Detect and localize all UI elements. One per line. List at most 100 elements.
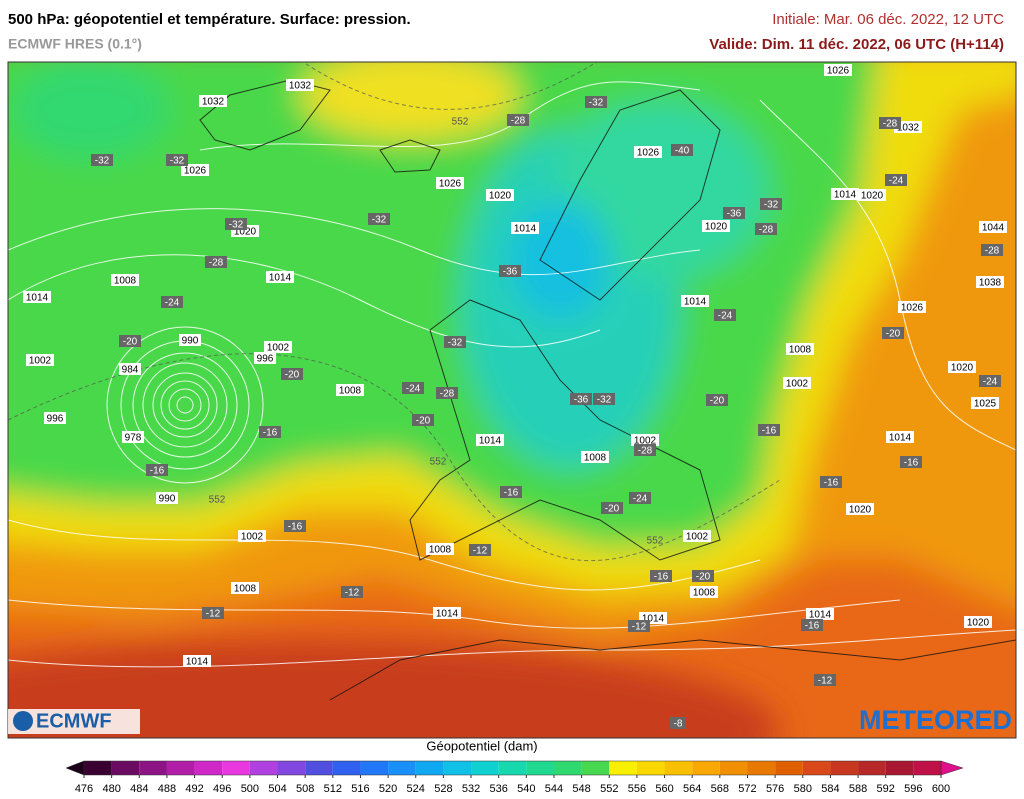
pressure-label-box — [681, 295, 709, 307]
temperature-label-box — [801, 619, 823, 631]
pressure-label: 1008 — [789, 345, 812, 356]
colorbar-bin — [360, 761, 389, 775]
pressure-label-box — [254, 352, 276, 364]
logo-text: ECMWF — [36, 710, 112, 732]
pressure-label-box — [979, 221, 1007, 233]
temperature-label-box — [628, 620, 650, 632]
temperature-label: -40 — [675, 146, 690, 157]
temperature-label-box — [601, 502, 623, 514]
pressure-label: 1044 — [982, 223, 1005, 234]
pressure-label: 1038 — [979, 278, 1002, 289]
temperature-label: -20 — [605, 504, 620, 515]
temperature-label-box — [671, 144, 693, 156]
colorbar-label: Géopotentiel (dam) — [426, 738, 537, 753]
pressure-label: 1002 — [267, 343, 290, 354]
pressure-label-box — [631, 434, 659, 446]
temperature-label: -16 — [762, 426, 777, 437]
colorbar-tick-label: 508 — [296, 783, 314, 795]
pressure-label-box — [433, 607, 461, 619]
temperature-label-box — [259, 426, 281, 438]
temperature-label: -16 — [824, 478, 839, 489]
pressure-label: 1014 — [26, 293, 49, 304]
pressure-label-box — [119, 363, 141, 375]
colorbar-tick-label: 580 — [794, 783, 812, 795]
pressure-label: 990 — [159, 494, 176, 505]
colorbar-bin — [885, 761, 914, 775]
colorbar-tick-label: 564 — [683, 783, 701, 795]
colorbar-tick-label: 528 — [434, 783, 452, 795]
pressure-label: 1014 — [186, 657, 209, 668]
temperature-label: -20 — [886, 329, 901, 340]
ecmwf-logo: ECMWF — [8, 709, 140, 734]
pressure-label: 1032 — [202, 97, 225, 108]
pressure-label-box — [886, 431, 914, 443]
pressure-label-box — [436, 177, 464, 189]
pressure-label: 1020 — [861, 191, 884, 202]
pressure-label: 1026 — [637, 148, 660, 159]
temperature-label: -28 — [985, 246, 1000, 257]
colorbar-over — [940, 760, 964, 776]
colorbar-bin — [139, 761, 167, 775]
pressure-label-box — [976, 276, 1004, 288]
temperature-label-box — [205, 256, 227, 268]
pressure-label: 990 — [182, 336, 199, 347]
pressure-label-box — [238, 530, 266, 542]
temperature-label-box — [225, 218, 247, 230]
pressure-label-box — [286, 79, 314, 91]
temperature-label: -16 — [654, 572, 669, 583]
colorbar-bin — [664, 761, 693, 775]
colorbar-bin — [332, 761, 361, 775]
temperature-label: -36 — [574, 395, 589, 406]
temperature-label-box — [507, 114, 529, 126]
meteored-logo: METEORED — [859, 705, 1012, 735]
temperature-label: -32 — [589, 98, 604, 109]
pressure-label-box — [971, 397, 999, 409]
temperature-label-box — [585, 96, 607, 108]
pressure-label-box — [846, 503, 874, 515]
pressure-label: 1026 — [184, 166, 207, 177]
pressure-label: 996 — [257, 354, 274, 365]
contour-label: 552 — [209, 495, 226, 506]
contour-label: 552 — [647, 536, 664, 547]
pressure-label: 996 — [47, 414, 64, 425]
temperature-label: -24 — [406, 384, 421, 395]
pressure-label-box — [111, 274, 139, 286]
title: 500 hPa: géopotentiel et température. Su… — [8, 11, 411, 28]
pressure-label-box — [824, 64, 852, 76]
pressure-label-box — [336, 384, 364, 396]
colorbar-bin — [609, 761, 637, 775]
temperature-label-box — [650, 570, 672, 582]
colorbar-tick-label: 592 — [877, 783, 895, 795]
pressure-label-box — [231, 582, 259, 594]
colorbar-tick-label: 488 — [158, 783, 176, 795]
contour-label: 552 — [430, 457, 447, 468]
temperature-label-box — [706, 394, 728, 406]
temperature-label: -8 — [674, 719, 683, 730]
temperature-label-box — [570, 393, 592, 405]
colorbar-tick-label: 556 — [628, 783, 646, 795]
pressure-label: 1020 — [849, 505, 872, 516]
colorbar-bin — [277, 761, 306, 775]
temperature-label-box — [202, 607, 224, 619]
pressure-label: 1026 — [439, 179, 462, 190]
temperature-label: -32 — [448, 338, 463, 349]
temperature-label-box — [281, 368, 303, 380]
pressure-label-box — [806, 608, 834, 620]
pressure-label-box — [476, 434, 504, 446]
pressure-label-box — [683, 530, 711, 542]
colorbar-bin — [747, 761, 776, 775]
temperature-label: -28 — [883, 119, 898, 130]
colorbar-bin — [471, 761, 499, 775]
temperature-label: -28 — [511, 116, 526, 127]
map: 1032 1032 1026 1026 1020 1014 1020 1014 1008 1014… — [8, 62, 1016, 738]
temperature-label: -36 — [727, 209, 742, 220]
pressure-label: 1008 — [584, 453, 607, 464]
pressure-label: 1020 — [234, 227, 257, 238]
temperature-label-box — [161, 296, 183, 308]
temperature-label: -32 — [229, 220, 244, 231]
pressure-label: 1008 — [114, 276, 137, 287]
pressure-label-box — [179, 334, 201, 346]
colorbar-tick-label: 480 — [102, 783, 120, 795]
pressure-label-box — [702, 220, 730, 232]
pressure-label-box — [964, 616, 992, 628]
